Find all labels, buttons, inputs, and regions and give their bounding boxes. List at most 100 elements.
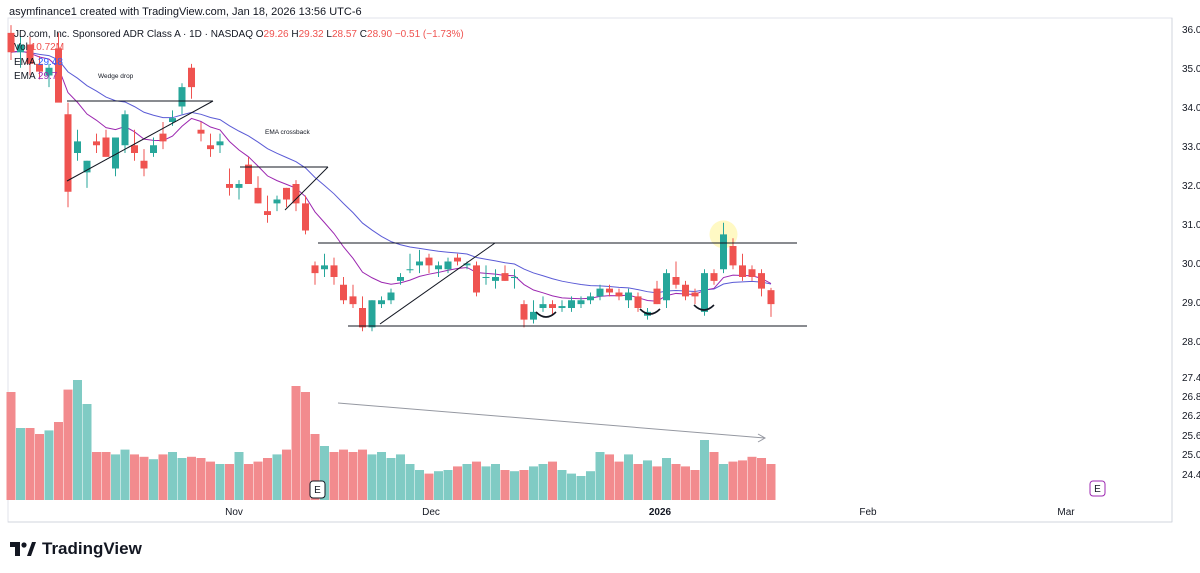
candle-body — [520, 304, 528, 320]
candle-body — [720, 234, 727, 270]
volume-legend[interactable]: Vol 10.72M — [14, 41, 64, 54]
high-label: H — [291, 29, 299, 40]
candle-body — [397, 277, 404, 281]
candle-body — [473, 265, 480, 293]
rising-trendline — [379, 242, 496, 325]
candle-body — [83, 160, 91, 173]
wedge-lower-line — [66, 100, 214, 182]
volume-bar — [462, 464, 472, 500]
candle-body — [577, 300, 585, 305]
candle-body — [131, 145, 138, 153]
candle-body — [302, 203, 309, 231]
candle-body — [169, 118, 176, 122]
tradingview-logo[interactable]: TradingView — [10, 539, 142, 559]
y-tick-label: 25.60 — [1182, 431, 1200, 442]
volume-bar — [101, 452, 111, 500]
volume-bar — [215, 464, 225, 500]
volume-bar — [272, 454, 282, 500]
svg-text:E: E — [314, 485, 321, 496]
candle-body — [368, 300, 376, 328]
candle-body — [454, 257, 461, 262]
volume-bar — [671, 464, 681, 500]
tradingview-logo-text: TradingView — [42, 539, 142, 558]
volume-bar — [738, 460, 747, 500]
ema1-value: 29.48 — [37, 57, 63, 68]
volume-bar — [168, 452, 177, 500]
candle-body — [254, 187, 262, 204]
ema-cross-trend — [284, 166, 329, 211]
candle-body — [340, 284, 347, 301]
volume-bar — [187, 456, 196, 500]
open-label: O — [255, 29, 264, 40]
candle-body — [330, 265, 338, 277]
candle-body — [207, 145, 214, 150]
volume-bar — [700, 440, 709, 500]
vol-label: Vol — [14, 42, 28, 53]
candle-body — [606, 288, 613, 293]
volume-bar — [377, 452, 386, 500]
y-tick-label: 36.00 — [1182, 25, 1200, 36]
candle-body — [311, 265, 319, 274]
candle-body — [197, 129, 205, 134]
candle-body — [45, 67, 53, 76]
candle-body — [682, 284, 689, 297]
candle-body — [625, 292, 632, 301]
candle-body — [587, 296, 594, 301]
symbol-legend[interactable]: JD.com, Inc. Sponsored ADR Class A · 1D … — [14, 28, 464, 41]
volume-bar — [63, 389, 73, 500]
volume-bar — [206, 461, 215, 500]
vol-value: 10.72M — [30, 42, 65, 53]
candle-body — [758, 273, 765, 289]
close-label: C — [359, 29, 368, 40]
candle-body — [26, 44, 34, 64]
high-value: 29.32 — [298, 29, 324, 40]
volume-bar — [73, 380, 82, 500]
candle-body — [102, 137, 110, 157]
volume-bar — [624, 454, 633, 500]
candle-body — [273, 199, 281, 204]
y-tick-label: 33.00 — [1182, 142, 1200, 153]
x-tick-label: Dec — [422, 507, 440, 518]
volume-bar — [434, 471, 443, 500]
ema-fast-line — [10, 50, 772, 302]
symbol-title: JD.com, Inc. Sponsored ADR Class A · 1D … — [14, 29, 253, 40]
candle-body — [226, 184, 233, 188]
volume-bar — [329, 452, 339, 500]
volume-bar — [472, 461, 481, 500]
volume-bar — [709, 452, 719, 500]
ema2-value: 29.7 — [37, 71, 58, 82]
ema-slow-line — [10, 51, 772, 294]
volume-bar — [291, 386, 301, 500]
volume-bar — [120, 449, 130, 500]
volume-bar — [6, 392, 16, 500]
volume-bar — [386, 458, 396, 500]
ema-slow-legend[interactable]: EMA 29.7 — [14, 70, 57, 83]
svg-text:E: E — [1094, 484, 1101, 495]
candle-body — [425, 257, 433, 266]
candle-body — [539, 304, 547, 308]
volume-bar — [263, 458, 272, 500]
candle-body — [292, 184, 300, 204]
volume-bar — [282, 449, 291, 500]
candle-body — [359, 308, 366, 328]
volume-bar — [424, 473, 434, 500]
candle-body — [216, 141, 224, 146]
y-tick-label: 25.00 — [1182, 450, 1200, 461]
volume-trendline — [337, 402, 766, 439]
volume-bar — [690, 470, 700, 500]
volume-bar — [605, 454, 614, 500]
volume-bar — [358, 449, 367, 500]
volume-bar — [301, 392, 310, 500]
candle-body — [549, 304, 556, 308]
low-value: 28.57 — [331, 29, 357, 40]
ema-fast-legend[interactable]: EMA 29.48 — [14, 56, 63, 69]
open-value: 29.26 — [263, 29, 289, 40]
bottom-arc — [693, 304, 715, 311]
volume-bar — [576, 476, 586, 500]
earnings-marker-future-icon: E — [1089, 480, 1106, 497]
volume-bar — [149, 459, 158, 500]
volume-bar — [633, 464, 643, 500]
candle-body — [748, 269, 756, 277]
volume-bar — [320, 446, 329, 500]
